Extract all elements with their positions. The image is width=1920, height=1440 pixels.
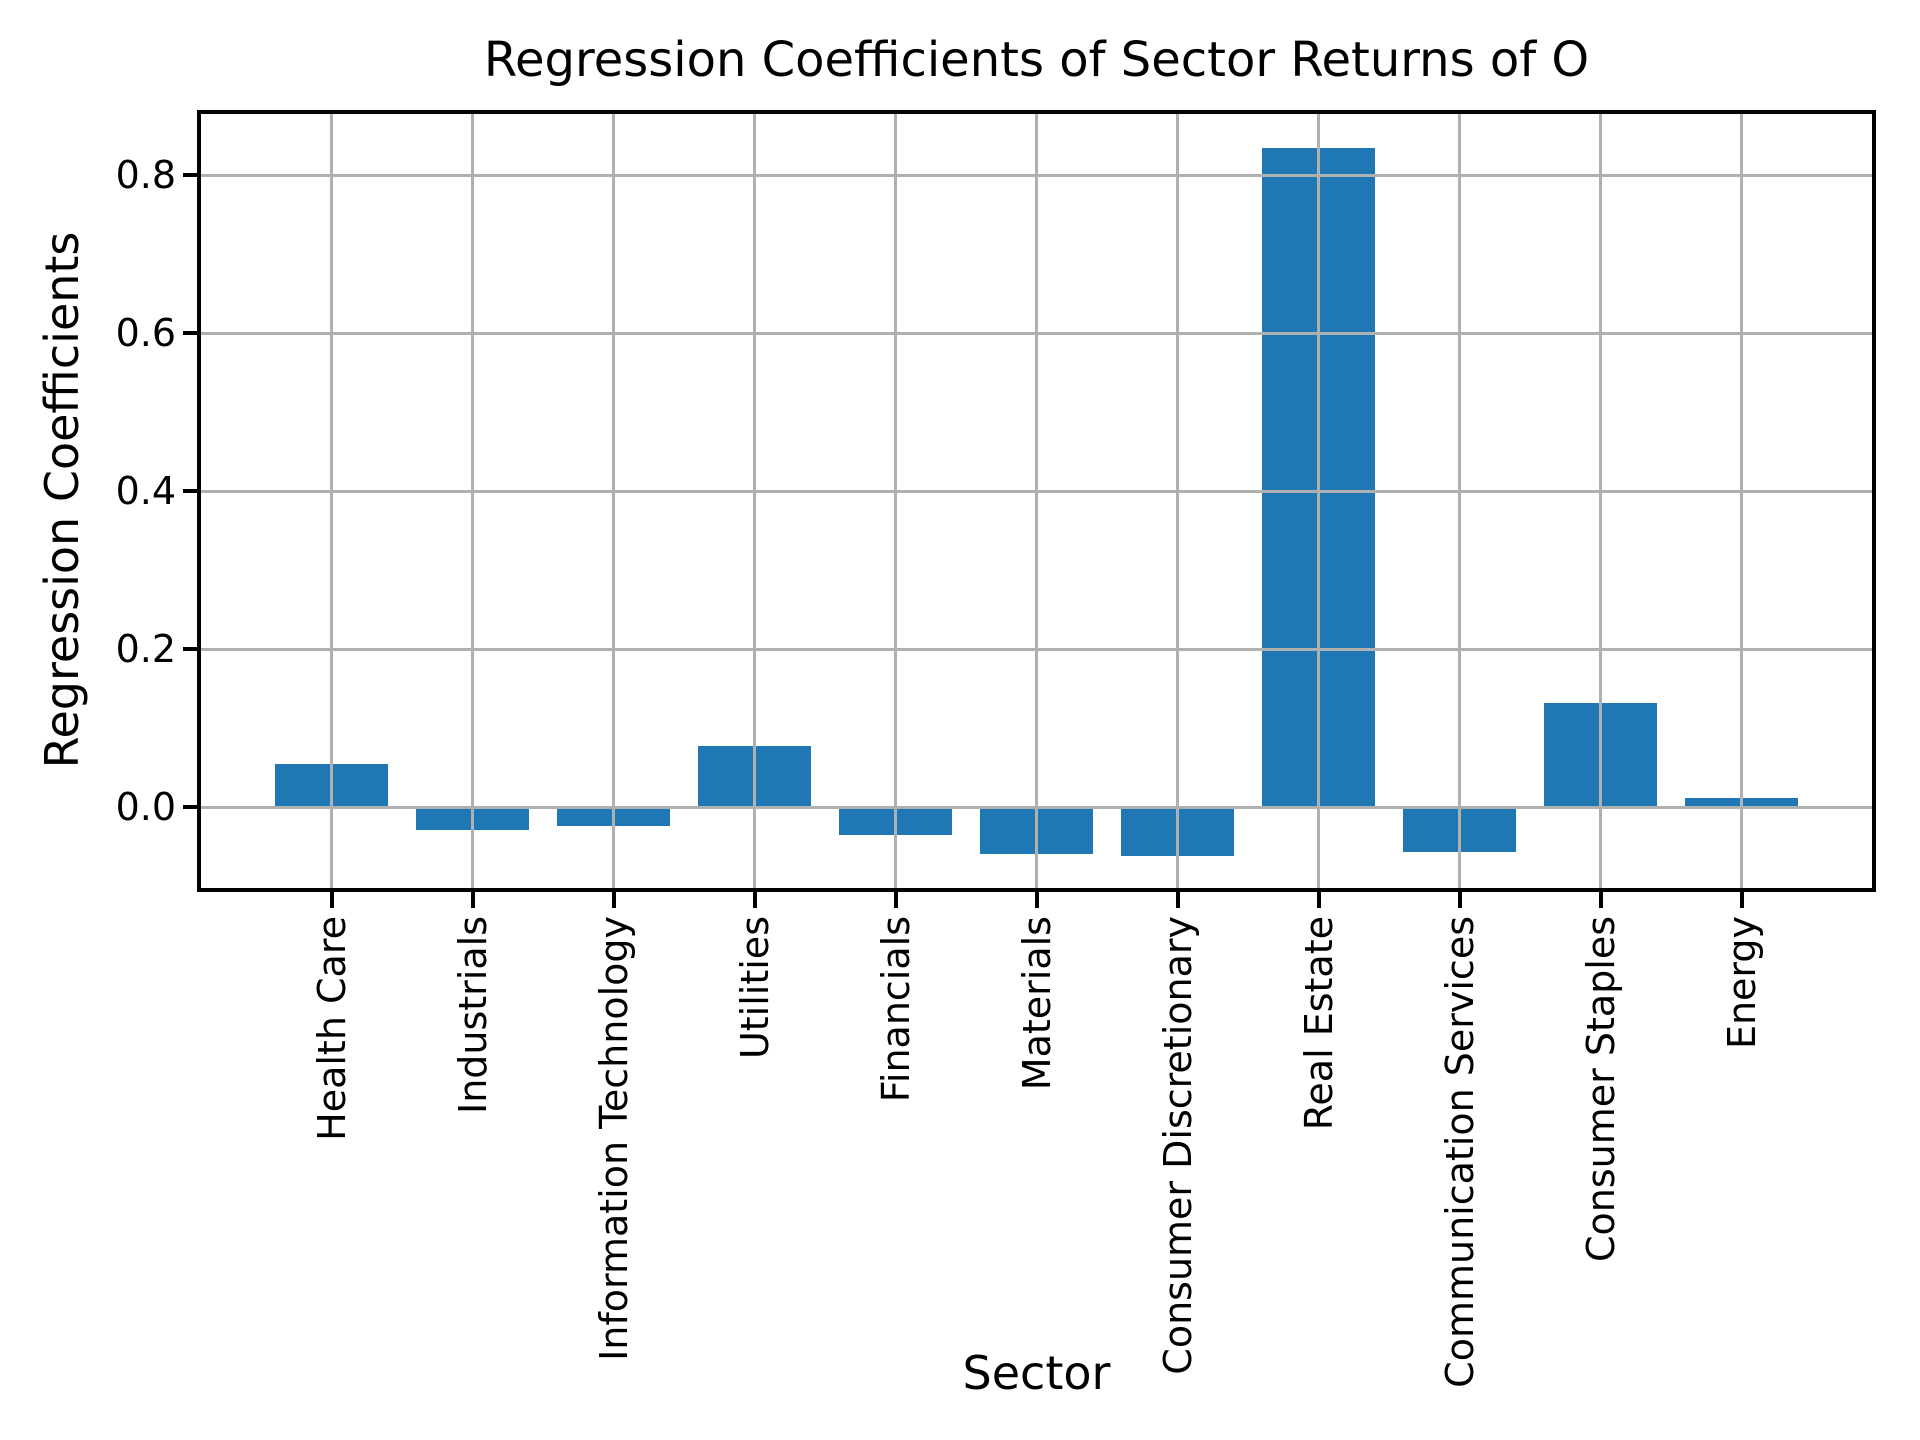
horizontal-gridline: [199, 173, 1874, 177]
y-tick-label: 0.2: [115, 627, 176, 672]
y-tick: [183, 489, 199, 494]
horizontal-gridline: [199, 647, 1874, 651]
x-tick: [893, 890, 898, 908]
x-tick-label: Real Estate: [1296, 916, 1341, 1131]
vertical-gridline: [612, 112, 615, 890]
y-tick-label: 0.4: [115, 469, 176, 514]
x-tick-label: Information Technology: [591, 916, 636, 1361]
vertical-gridline: [1458, 112, 1461, 890]
y-tick: [183, 805, 199, 810]
vertical-gridline: [1176, 112, 1179, 890]
vertical-gridline: [1317, 112, 1320, 890]
y-tick: [183, 173, 199, 178]
y-tick-label: 0.0: [115, 785, 176, 830]
y-tick-label: 0.8: [115, 153, 176, 198]
horizontal-gridline: [199, 489, 1874, 493]
x-axis-label: Sector: [962, 1346, 1111, 1400]
chart-title: Regression Coefficients of Sector Return…: [483, 32, 1590, 88]
x-tick-label: Financials: [873, 916, 918, 1103]
x-tick: [752, 890, 757, 908]
x-tick: [611, 890, 616, 908]
x-tick-label: Industrials: [450, 916, 495, 1115]
x-tick-label: Utilities: [732, 916, 777, 1060]
x-tick: [1175, 890, 1180, 908]
y-tick: [183, 331, 199, 336]
x-tick-label: Health Care: [309, 916, 354, 1141]
horizontal-gridline: [199, 805, 1874, 809]
x-tick-label: Consumer Discretionary: [1155, 916, 1200, 1375]
vertical-gridline: [1599, 112, 1602, 890]
vertical-gridline: [753, 112, 756, 890]
horizontal-gridline: [199, 331, 1874, 335]
vertical-gridline: [330, 112, 333, 890]
x-tick: [1034, 890, 1039, 908]
y-tick-label: 0.6: [115, 311, 176, 356]
x-tick-label: Consumer Staples: [1578, 916, 1623, 1263]
x-tick: [1457, 890, 1462, 908]
x-tick: [470, 890, 475, 908]
x-tick-label: Communication Services: [1437, 916, 1482, 1388]
x-tick: [1739, 890, 1744, 908]
vertical-gridline: [894, 112, 897, 890]
vertical-gridline: [1740, 112, 1743, 890]
x-tick: [1316, 890, 1321, 908]
x-tick: [1598, 890, 1603, 908]
x-tick: [329, 890, 334, 908]
x-tick-label: Energy: [1719, 916, 1764, 1050]
vertical-gridline: [471, 112, 474, 890]
vertical-gridline: [1035, 112, 1038, 890]
y-tick: [183, 647, 199, 652]
x-tick-label: Materials: [1014, 916, 1059, 1091]
